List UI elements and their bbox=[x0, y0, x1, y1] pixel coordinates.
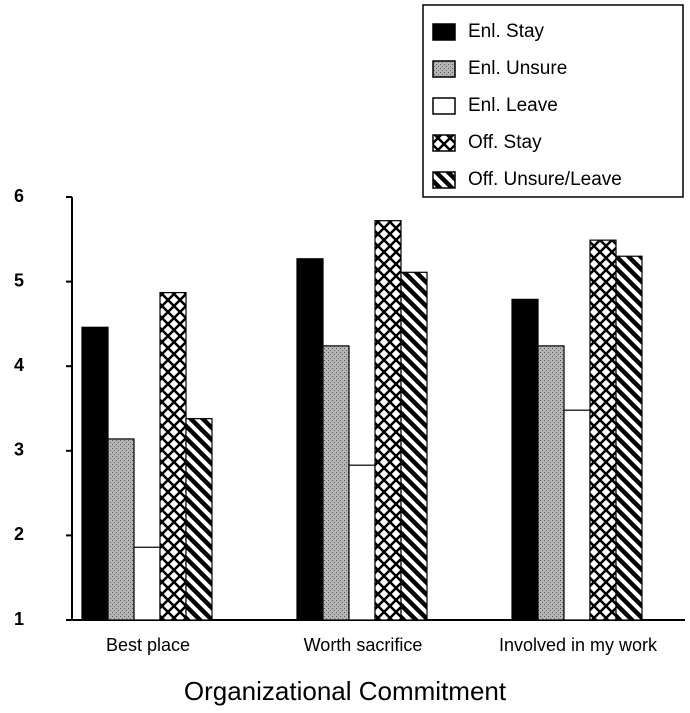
bar bbox=[107, 438, 135, 621]
bar bbox=[348, 464, 376, 621]
y-tick-label: 4 bbox=[14, 355, 24, 375]
bar bbox=[296, 258, 324, 621]
bar bbox=[400, 271, 428, 621]
bar bbox=[563, 409, 591, 621]
x-tick-label: Involved in my work bbox=[499, 635, 658, 655]
x-tick-label: Worth sacrifice bbox=[304, 635, 423, 655]
legend-box bbox=[422, 4, 684, 198]
legend-swatch bbox=[432, 23, 456, 41]
x-tick-label: Best place bbox=[106, 635, 190, 655]
y-tick-label: 2 bbox=[14, 524, 24, 544]
bar bbox=[615, 255, 643, 621]
y-tick-label: 6 bbox=[14, 186, 24, 206]
bar bbox=[589, 239, 617, 621]
legend-swatch bbox=[432, 60, 456, 78]
legend-swatch bbox=[432, 171, 456, 189]
bar bbox=[511, 298, 539, 621]
y-tick-label: 1 bbox=[14, 609, 24, 629]
bar bbox=[133, 546, 161, 621]
bar bbox=[374, 220, 402, 621]
legend-swatch bbox=[432, 97, 456, 115]
x-axis-title: Organizational Commitment bbox=[184, 676, 507, 706]
bar bbox=[322, 345, 350, 621]
y-tick-label: 3 bbox=[14, 440, 24, 460]
legend-label: Enl. Stay bbox=[468, 21, 545, 42]
y-tick-label: 5 bbox=[14, 270, 24, 290]
legend-swatch bbox=[432, 134, 456, 152]
bar bbox=[159, 291, 187, 621]
bar bbox=[81, 326, 109, 621]
bar bbox=[185, 418, 213, 621]
legend-label: Enl. Unsure bbox=[468, 58, 567, 79]
legend-label: Enl. Leave bbox=[468, 95, 558, 116]
legend-label: Off. Unsure/Leave bbox=[468, 169, 622, 190]
legend-label: Off. Stay bbox=[468, 132, 542, 153]
bar bbox=[537, 345, 565, 621]
